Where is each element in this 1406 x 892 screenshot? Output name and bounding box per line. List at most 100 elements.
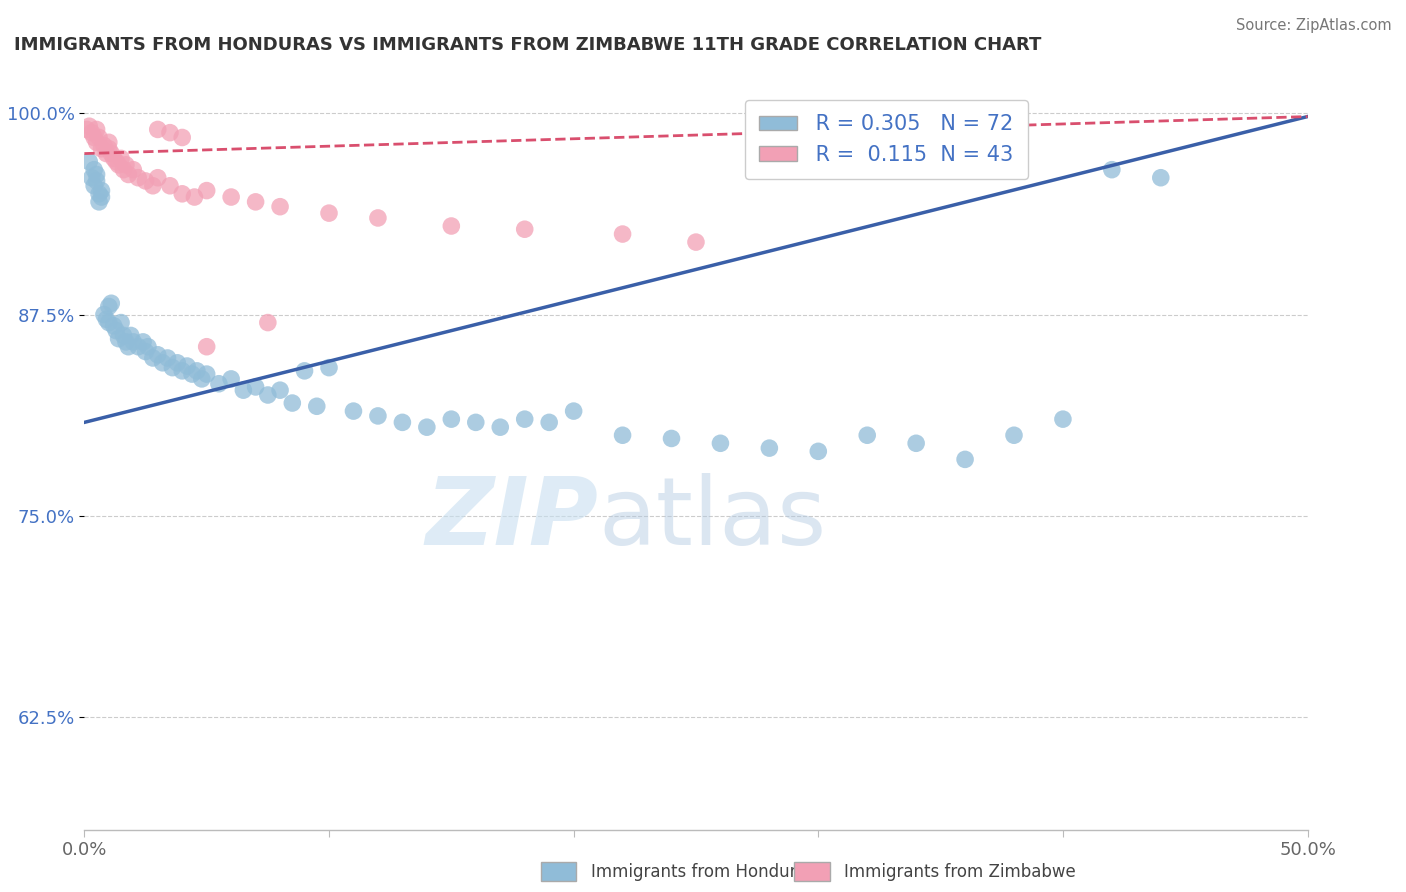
Point	[146, 348, 169, 362]
Point	[97, 142, 120, 156]
Point	[440, 412, 463, 426]
Point	[191, 372, 214, 386]
Text: Immigrants from Honduras: Immigrants from Honduras	[591, 863, 815, 881]
Point	[208, 376, 231, 391]
Point	[86, 136, 108, 150]
Point	[219, 190, 242, 204]
Point	[1052, 412, 1074, 426]
Point	[117, 168, 139, 182]
Point	[159, 126, 181, 140]
Point	[905, 436, 928, 450]
Legend:  R = 0.305   N = 72,  R =  0.115  N = 43: R = 0.305 N = 72, R = 0.115 N = 43	[745, 100, 1028, 179]
Point	[77, 119, 100, 133]
Point	[538, 415, 561, 429]
Point	[97, 316, 120, 330]
Point	[120, 328, 142, 343]
Point	[195, 340, 218, 354]
Point	[110, 152, 132, 166]
Point	[100, 146, 122, 161]
Point	[219, 372, 242, 386]
Point	[96, 146, 118, 161]
Point	[856, 428, 879, 442]
Point	[195, 367, 218, 381]
Point	[318, 206, 340, 220]
Point	[562, 404, 585, 418]
Point	[305, 399, 328, 413]
Point	[612, 227, 634, 241]
Point	[86, 174, 108, 188]
Point	[127, 340, 149, 354]
Text: atlas: atlas	[598, 473, 827, 565]
Point	[269, 200, 291, 214]
Point	[416, 420, 439, 434]
Point	[391, 415, 413, 429]
Point	[513, 222, 536, 236]
Point	[172, 364, 194, 378]
Text: ZIP: ZIP	[425, 473, 598, 565]
Point	[953, 452, 976, 467]
Point	[162, 360, 184, 375]
Point	[152, 356, 174, 370]
Point	[709, 436, 731, 450]
Point	[489, 420, 512, 434]
Point	[318, 360, 340, 375]
Point	[112, 162, 135, 177]
Point	[513, 412, 536, 426]
Point	[90, 142, 112, 156]
Point	[758, 441, 780, 455]
Point	[1002, 428, 1025, 442]
Point	[115, 334, 138, 349]
Point	[105, 154, 128, 169]
Point	[807, 444, 830, 458]
Point	[110, 316, 132, 330]
Point	[146, 170, 169, 185]
Point	[103, 318, 125, 333]
Point	[464, 415, 486, 429]
Point	[122, 162, 145, 177]
Point	[107, 332, 129, 346]
Point	[97, 136, 120, 150]
Point	[90, 184, 112, 198]
Point	[93, 308, 115, 322]
Point	[83, 162, 105, 177]
Point	[183, 190, 205, 204]
Point	[172, 130, 194, 145]
Point	[122, 334, 145, 349]
Point	[661, 432, 683, 446]
Point	[281, 396, 304, 410]
Point	[86, 168, 108, 182]
Point	[142, 351, 165, 365]
Text: IMMIGRANTS FROM HONDURAS VS IMMIGRANTS FROM ZIMBABWE 11TH GRADE CORRELATION CHAR: IMMIGRANTS FROM HONDURAS VS IMMIGRANTS F…	[14, 36, 1042, 54]
Point	[103, 152, 125, 166]
Point	[97, 300, 120, 314]
Point	[86, 122, 108, 136]
Point	[612, 428, 634, 442]
Point	[342, 404, 364, 418]
Point	[1101, 162, 1123, 177]
Point	[112, 328, 135, 343]
Point	[87, 130, 110, 145]
Point	[100, 296, 122, 310]
Point	[159, 178, 181, 193]
Point	[367, 211, 389, 225]
Point	[195, 184, 218, 198]
Point	[1150, 170, 1173, 185]
Point	[172, 186, 194, 201]
Point	[156, 351, 179, 365]
Point	[80, 126, 103, 140]
Point	[132, 334, 155, 349]
Point	[96, 312, 118, 326]
Point	[257, 388, 280, 402]
Point	[76, 122, 98, 136]
Point	[90, 190, 112, 204]
Point	[245, 380, 267, 394]
Point	[367, 409, 389, 423]
Point	[87, 194, 110, 209]
Point	[136, 340, 159, 354]
Point	[269, 383, 291, 397]
Point	[440, 219, 463, 233]
Point	[294, 364, 316, 378]
Text: Immigrants from Zimbabwe: Immigrants from Zimbabwe	[844, 863, 1076, 881]
Point	[83, 178, 105, 193]
Point	[93, 138, 115, 153]
